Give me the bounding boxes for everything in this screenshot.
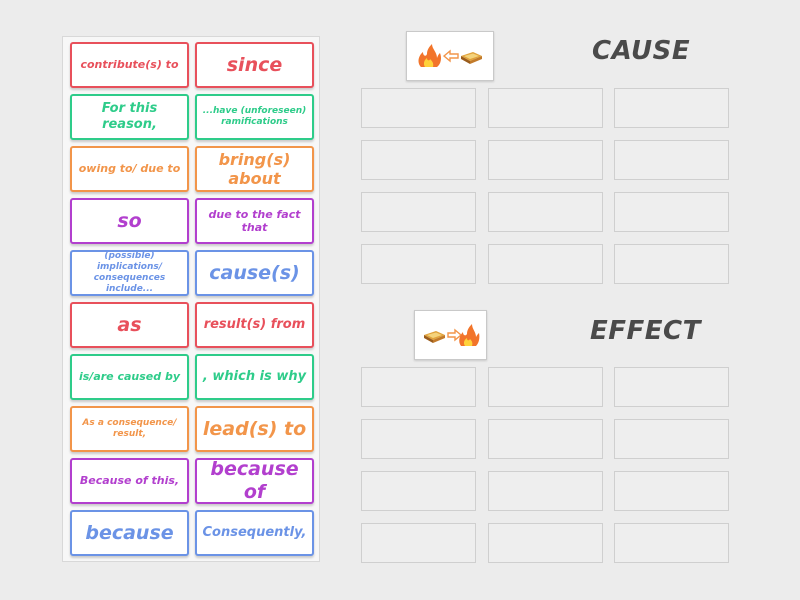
effect-drop-slot[interactable] — [361, 471, 476, 511]
tile-possible-implications[interactable]: (possible) implications/ consequences in… — [70, 250, 189, 296]
tile-for-this-reason[interactable]: For this reason, — [70, 94, 189, 140]
cause-drop-slot[interactable] — [488, 88, 603, 128]
tile-because-of-this[interactable]: Because of this, — [70, 458, 189, 504]
cause-heading: CAUSE — [592, 36, 691, 66]
cause-drop-slot[interactable] — [614, 192, 729, 232]
fire-from-book-icon — [418, 44, 482, 67]
tile-leads-to[interactable]: lead(s) to — [195, 406, 314, 452]
effect-drop-slot[interactable] — [488, 367, 603, 407]
effect-drop-slot[interactable] — [488, 523, 603, 563]
effect-drop-slot[interactable] — [361, 523, 476, 563]
tile-as-a-consequence[interactable]: As a consequence/ result, — [70, 406, 189, 452]
effect-drop-slot[interactable] — [614, 367, 729, 407]
tile-owing-to-due-to[interactable]: owing to/ due to — [70, 146, 189, 192]
cause-drop-slot[interactable] — [614, 88, 729, 128]
cause-drop-slot[interactable] — [361, 192, 476, 232]
effect-drop-slot[interactable] — [361, 419, 476, 459]
cause-drop-slot[interactable] — [488, 244, 603, 284]
effect-drop-slot[interactable] — [614, 471, 729, 511]
tile-as[interactable]: as — [70, 302, 189, 348]
tile-brings-about[interactable]: bring(s) about — [195, 146, 314, 192]
effect-drop-slot[interactable] — [361, 367, 476, 407]
effect-heading: EFFECT — [590, 316, 701, 346]
tile-results-from[interactable]: result(s) from — [195, 302, 314, 348]
tile-because-of[interactable]: because of — [195, 458, 314, 504]
tile-since[interactable]: since — [195, 42, 314, 88]
effect-drop-slot[interactable] — [614, 419, 729, 459]
effect-drop-slot[interactable] — [488, 471, 603, 511]
cause-drop-slot[interactable] — [488, 192, 603, 232]
tile-is-are-caused-by[interactable]: is/are caused by — [70, 354, 189, 400]
cause-drop-slot[interactable] — [614, 244, 729, 284]
effect-drop-slot[interactable] — [488, 419, 603, 459]
cause-drop-slot[interactable] — [361, 140, 476, 180]
tile-so[interactable]: so — [70, 198, 189, 244]
cause-drop-slot[interactable] — [614, 140, 729, 180]
book-to-fire-icon — [423, 324, 479, 346]
tile-due-to-the-fact-that[interactable]: due to the fact that — [195, 198, 314, 244]
tile-causes[interactable]: cause(s) — [195, 250, 314, 296]
effect-group-card — [414, 310, 487, 360]
tile-because[interactable]: because — [70, 510, 189, 556]
tile-consequently[interactable]: Consequently, — [195, 510, 314, 556]
tile-have-ramifications[interactable]: ...have (unforeseen) ramifications — [195, 94, 314, 140]
tile-contributes-to[interactable]: contribute(s) to — [70, 42, 189, 88]
cause-drop-slot[interactable] — [488, 140, 603, 180]
tile-which-is-why[interactable]: , which is why — [195, 354, 314, 400]
tile-bank: contribute(s) to since For this reason, … — [62, 36, 320, 562]
cause-group-card — [406, 31, 494, 81]
cause-drop-slot[interactable] — [361, 88, 476, 128]
cause-drop-slot[interactable] — [361, 244, 476, 284]
effect-drop-slot[interactable] — [614, 523, 729, 563]
